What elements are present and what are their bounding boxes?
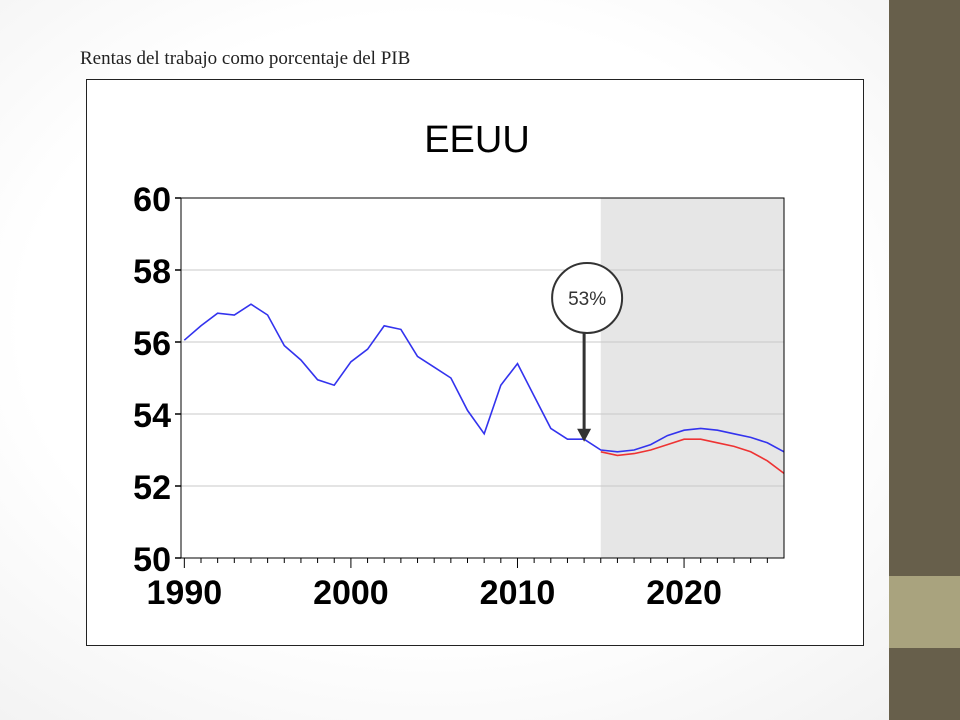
- chart-frame: EEUU 50 52 54 56 58 60 1990 2000 2010 2020 53%: [86, 79, 864, 646]
- forecast-shade: [600, 198, 784, 558]
- y-tick-label: 58: [133, 253, 171, 291]
- x-tick-label: 2000: [313, 574, 389, 612]
- annotation-label: 53%: [568, 289, 606, 310]
- side-accent-block: [889, 576, 960, 648]
- y-tick-label: 54: [133, 397, 171, 435]
- plot-border: [180, 197, 785, 559]
- x-tick-label: 1990: [147, 574, 223, 612]
- x-tick-label: 2010: [480, 574, 556, 612]
- annotation-arrow-head: [577, 428, 592, 442]
- plot-area: 50 52 54 56 58 60 1990 2000 2010 2020 53%: [133, 181, 785, 612]
- y-tick-label: 60: [133, 181, 171, 219]
- y-tick-label: 56: [133, 325, 171, 363]
- x-tick-label: 2020: [646, 574, 722, 612]
- annotation-circle: [551, 262, 624, 334]
- y-tick-label: 50: [133, 541, 171, 579]
- y-tick-label: 52: [133, 469, 171, 507]
- slide-title: Rentas del trabajo como porcentaje del P…: [80, 48, 411, 69]
- chart-svg: EEUU 50 52 54 56 58 60 1990 2000 2010 2020 53%: [133, 119, 785, 612]
- chart-title: EEUU: [424, 119, 530, 161]
- series-line-1: [183, 303, 785, 453]
- series-line-2: [600, 438, 785, 475]
